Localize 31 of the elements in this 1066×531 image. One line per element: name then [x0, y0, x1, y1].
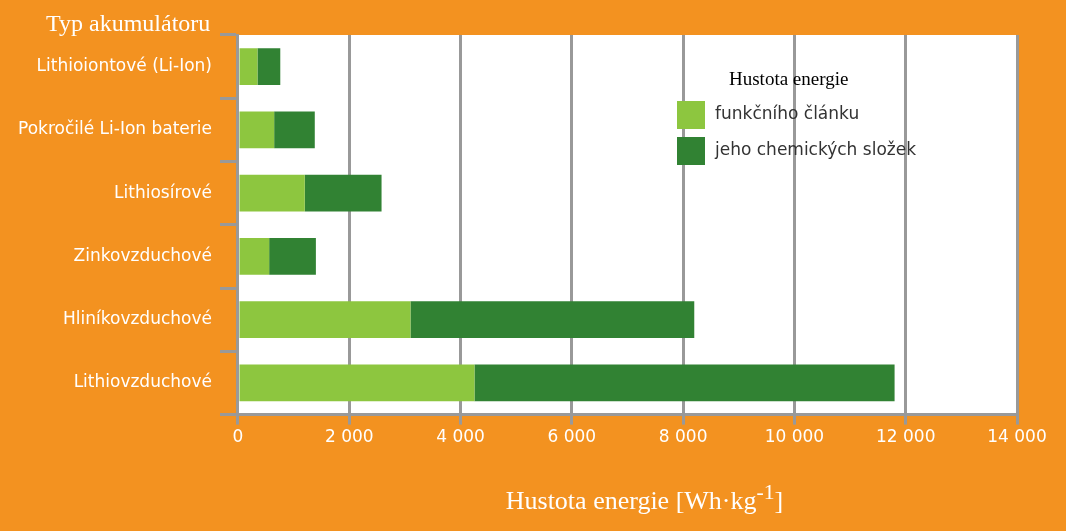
- bar: [239, 238, 270, 275]
- y-tick-label: Hliníkovzduchové: [63, 308, 212, 329]
- y-tick-label: Lithioiontové (Li-Ion): [36, 55, 212, 76]
- bar: [239, 301, 411, 339]
- bar: [239, 111, 275, 149]
- y-tick-label: Zinkovzduchové: [73, 244, 212, 265]
- bar: [410, 301, 695, 339]
- y-tick-label: Lithiosírové: [114, 181, 212, 202]
- x-tick-label: 0: [232, 426, 244, 447]
- x-tick-label: 8 000: [658, 426, 708, 447]
- x-axis-title: Hustota energie [Wh·kg$^{-1}$]: [504, 480, 785, 516]
- y-tick-label: Pokročilé Li-Ion baterie: [17, 118, 212, 139]
- legend-label: jeho chemických složek: [714, 139, 917, 160]
- bar: [274, 111, 315, 149]
- bar: [239, 174, 305, 212]
- bar: [239, 48, 258, 85]
- y-tick-label: Lithiovzduchové: [73, 371, 212, 392]
- x-tick-label: 12 000: [875, 426, 936, 447]
- bar: [304, 174, 382, 212]
- bar: [239, 364, 475, 402]
- x-tick-label: 4 000: [436, 426, 485, 447]
- x-tick-label: 2 000: [324, 426, 374, 447]
- bar: [474, 364, 895, 402]
- legend-title: Hustota energie: [729, 67, 849, 89]
- legend-label: funkčního článku: [715, 103, 860, 124]
- x-tick-label: 10 000: [764, 426, 825, 447]
- bar: [257, 48, 281, 85]
- x-tick-label: 14 000: [987, 426, 1047, 447]
- y-axis-title: Typ akumulátoru: [46, 10, 211, 37]
- x-tick-label: 6 000: [547, 426, 597, 447]
- bar: [269, 238, 316, 275]
